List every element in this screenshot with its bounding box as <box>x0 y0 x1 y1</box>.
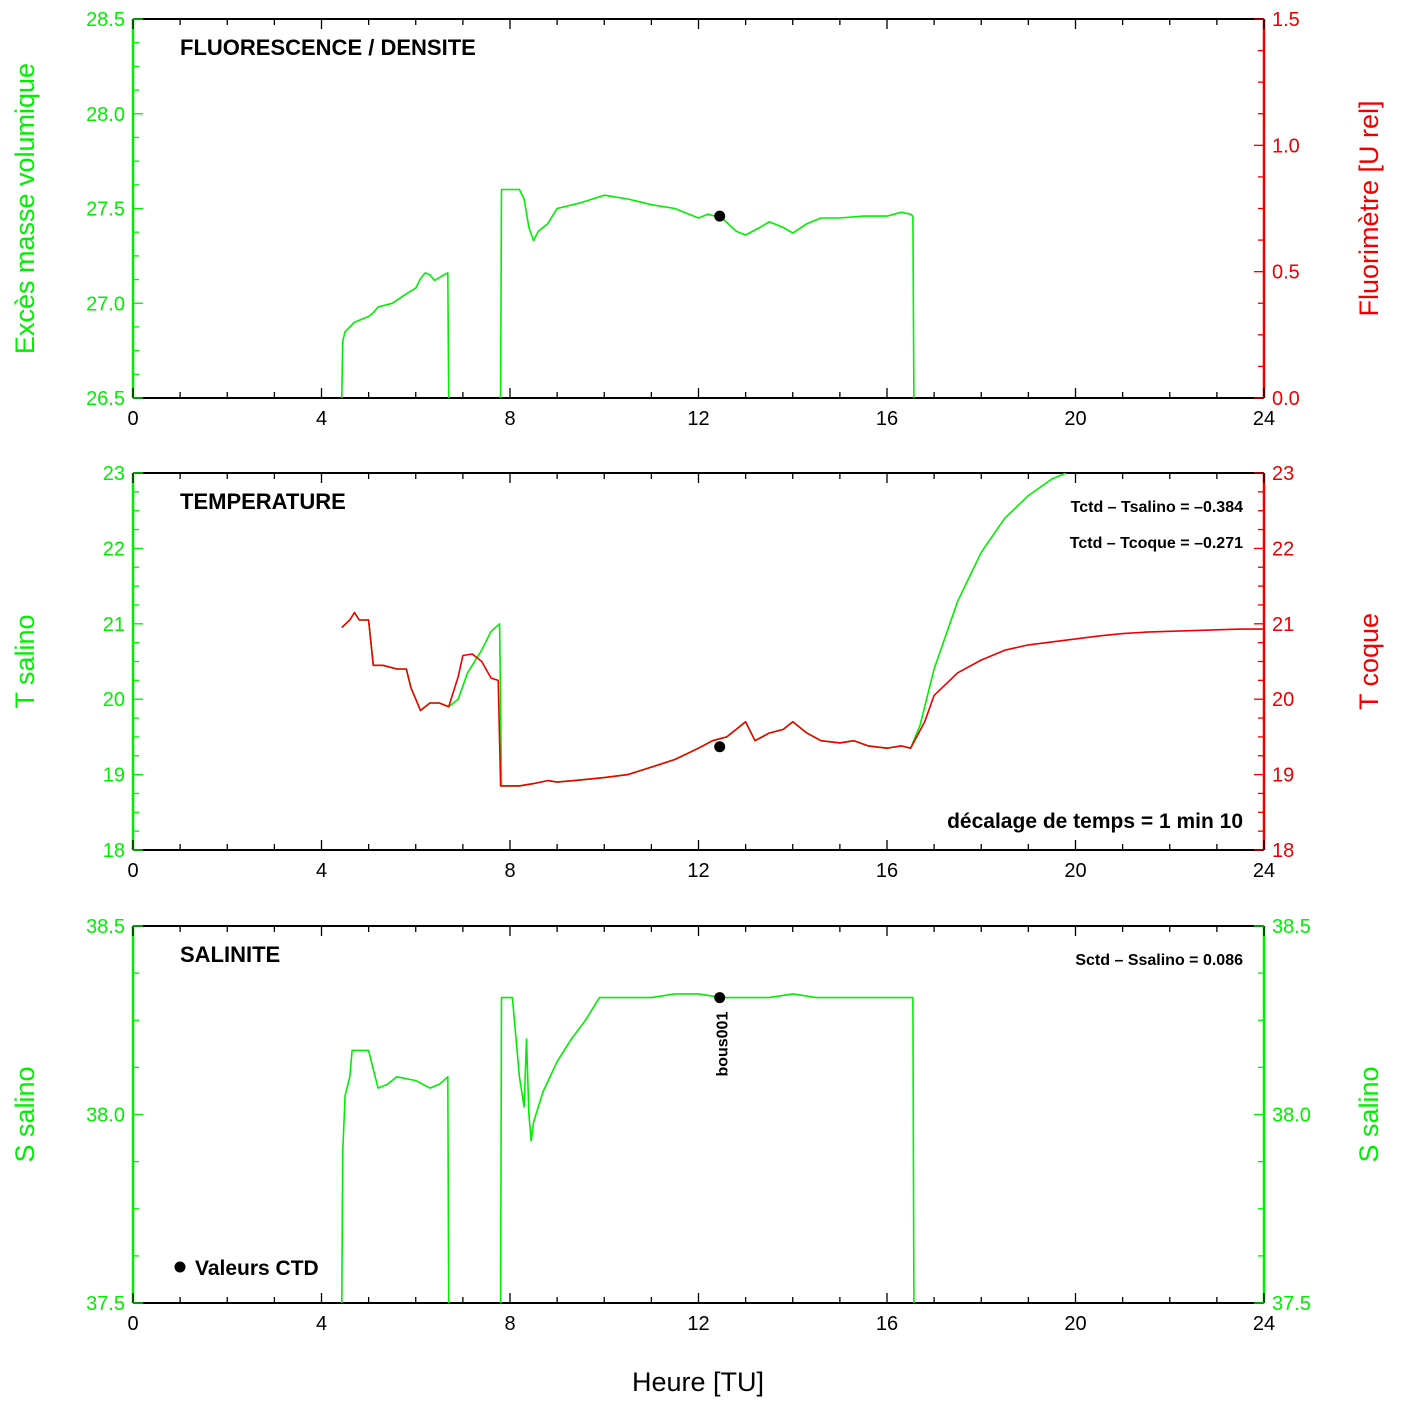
panel-title: SALINITE <box>180 942 280 967</box>
y-tick-label-right: 1.5 <box>1272 9 1300 31</box>
x-tick-label: 20 <box>1064 860 1086 882</box>
y-tick-label-left: 21 <box>103 614 125 636</box>
y-tick-label-left: 37.5 <box>86 1293 125 1315</box>
time-offset-annotation: décalage de temps = 1 min 10 <box>947 810 1243 833</box>
series-line-green <box>499 188 915 398</box>
annotation-text: Tctd – Tsalino = –0.384 <box>1071 499 1243 516</box>
series-line-red <box>341 611 1264 787</box>
x-tick-label: 24 <box>1253 408 1275 430</box>
y-tick-label-right: 38.0 <box>1272 1105 1311 1127</box>
panel-title: TEMPERATURE <box>180 489 346 514</box>
y-tick-label-left: 27.0 <box>86 293 125 315</box>
chart-panel-1: 0 4 8 12 16 20 24 26.5 27.0 27.5 28.0 28.5 0.0 0.5 1.0… <box>10 9 1384 430</box>
y-tick-label-left: 26.5 <box>86 388 125 410</box>
x-tick-label: 8 <box>504 860 515 882</box>
y-tick-label-right: 0.5 <box>1272 262 1300 284</box>
y-tick-label-right: 18 <box>1272 840 1294 862</box>
station-label: bous001 <box>715 1012 732 1077</box>
x-tick-label: 16 <box>876 860 898 882</box>
y-tick-label-left: 19 <box>103 765 125 787</box>
y-tick-label-left: 18 <box>103 840 125 862</box>
ctd-point <box>714 992 726 1004</box>
x-tick-label: 16 <box>876 1313 898 1335</box>
y-axis-title-right: T coque <box>1354 613 1384 710</box>
y-axis-title-right: S salino <box>1354 1066 1384 1162</box>
series-line-green <box>341 473 1067 787</box>
x-tick-label: 20 <box>1064 408 1086 430</box>
y-tick-label-left: 38.5 <box>86 916 125 938</box>
y-axis-title-left: Excès masse volumique <box>10 63 40 354</box>
y-axis-title-left: T salino <box>10 614 40 708</box>
x-tick-label: 16 <box>876 408 898 430</box>
y-tick-label-right: 23 <box>1272 463 1294 485</box>
y-tick-label-right: 22 <box>1272 538 1294 560</box>
x-tick-label: 8 <box>504 1313 515 1335</box>
y-tick-label-right: 19 <box>1272 765 1294 787</box>
x-tick-label: 24 <box>1253 1313 1275 1335</box>
series-line-green <box>341 1049 450 1303</box>
y-tick-label-right: 38.5 <box>1272 916 1311 938</box>
y-tick-label-left: 28.0 <box>86 104 125 126</box>
y-tick-label-right: 1.0 <box>1272 135 1300 157</box>
annotation-text: Tctd – Tcoque = –0.271 <box>1070 535 1243 552</box>
y-axis-title-right: Fluorimètre [U rel] <box>1354 100 1384 316</box>
ctd-point <box>714 210 726 222</box>
x-tick-label: 12 <box>687 408 709 430</box>
x-tick-label: 4 <box>316 860 327 882</box>
series-line-green <box>341 272 450 398</box>
series-line-green <box>499 993 915 1303</box>
y-tick-label-left: 23 <box>103 463 125 485</box>
x-tick-label: 4 <box>316 1313 327 1335</box>
y-tick-label-right: 0.0 <box>1272 388 1300 410</box>
x-tick-label: 20 <box>1064 1313 1086 1335</box>
y-tick-label-left: 38.0 <box>86 1105 125 1127</box>
y-tick-label-right: 21 <box>1272 614 1294 636</box>
ctd-point <box>714 741 726 753</box>
y-tick-label-right: 37.5 <box>1272 1293 1311 1315</box>
legend-marker <box>174 1261 186 1273</box>
y-tick-label-left: 27.5 <box>86 199 125 221</box>
x-tick-label: 12 <box>687 860 709 882</box>
panel-title: FLUORESCENCE / DENSITE <box>180 35 476 60</box>
annotation-text: Sctd – Ssalino = 0.086 <box>1075 952 1243 969</box>
x-tick-label: 24 <box>1253 860 1275 882</box>
x-tick-label: 4 <box>316 408 327 430</box>
y-axis-title-left: S salino <box>10 1066 40 1162</box>
y-tick-label-left: 20 <box>103 689 125 711</box>
x-tick-label: 0 <box>127 408 138 430</box>
x-tick-label: 0 <box>127 1313 138 1335</box>
x-axis-title: Heure [TU] <box>632 1367 764 1397</box>
y-tick-label-right: 20 <box>1272 689 1294 711</box>
x-tick-label: 8 <box>504 408 515 430</box>
y-tick-label-left: 28.5 <box>86 9 125 31</box>
legend-label: Valeurs CTD <box>195 1257 319 1280</box>
x-tick-label: 0 <box>127 860 138 882</box>
x-tick-label: 12 <box>687 1313 709 1335</box>
y-tick-label-left: 22 <box>103 538 125 560</box>
